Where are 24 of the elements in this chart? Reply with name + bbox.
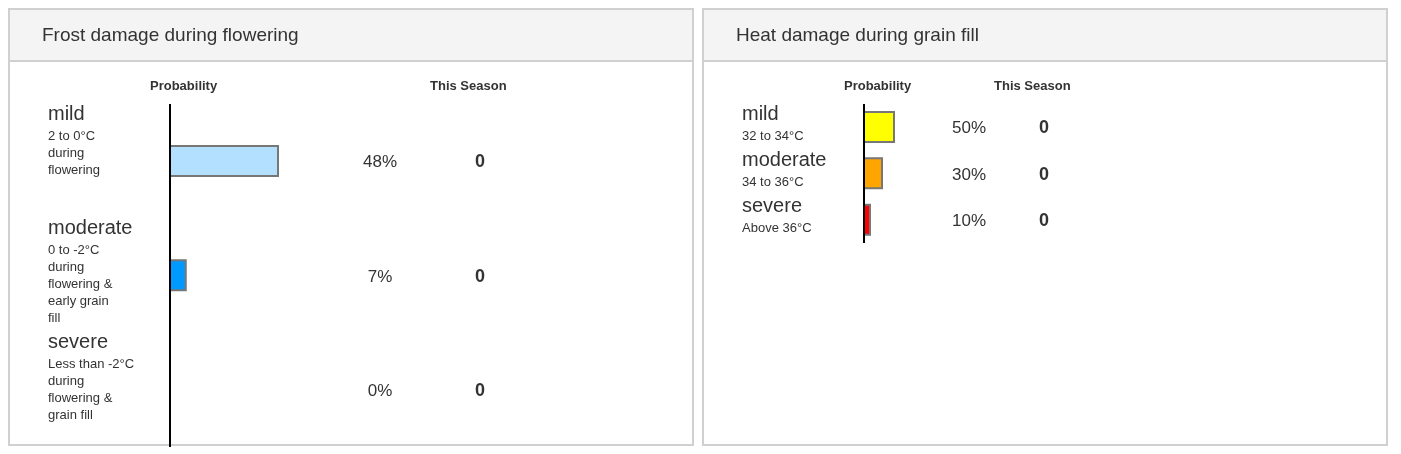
text: This Season <box>994 78 1071 93</box>
y-tick-label: mild 32 to 34°C <box>742 101 804 143</box>
y-tick-label: moderate 0 to -2°C during flowering & early grain fill <box>48 216 133 325</box>
text: 0 <box>474 265 486 286</box>
data-label: 48% <box>362 152 398 172</box>
text: Probability <box>150 78 218 93</box>
text: This Season <box>430 78 507 93</box>
chart-title: Frost damage during flowering <box>10 10 692 62</box>
data-label: 10% <box>951 210 987 230</box>
y-tick-label: mild 2 to 0°C during flowering <box>48 101 101 177</box>
chart-title: Heat damage during grain fill <box>704 10 1386 62</box>
text: 0 <box>1038 163 1050 184</box>
text: Probability <box>844 78 912 93</box>
data-label: 50% <box>951 118 987 138</box>
y-tick-label: severe Above 36°C <box>742 194 812 236</box>
text: 0 <box>1038 209 1050 230</box>
text: 0 <box>474 151 486 172</box>
data-label: 7% <box>367 266 393 286</box>
y-tick-label: severe Less than -2°C during flowering & grain fill <box>48 330 135 423</box>
data-label: 30% <box>951 164 987 184</box>
text: 0 <box>474 379 486 400</box>
data-label: 0% <box>367 380 393 400</box>
text: 0 <box>1038 117 1050 138</box>
y-tick-label: moderate 34 to 36°C <box>742 148 827 189</box>
